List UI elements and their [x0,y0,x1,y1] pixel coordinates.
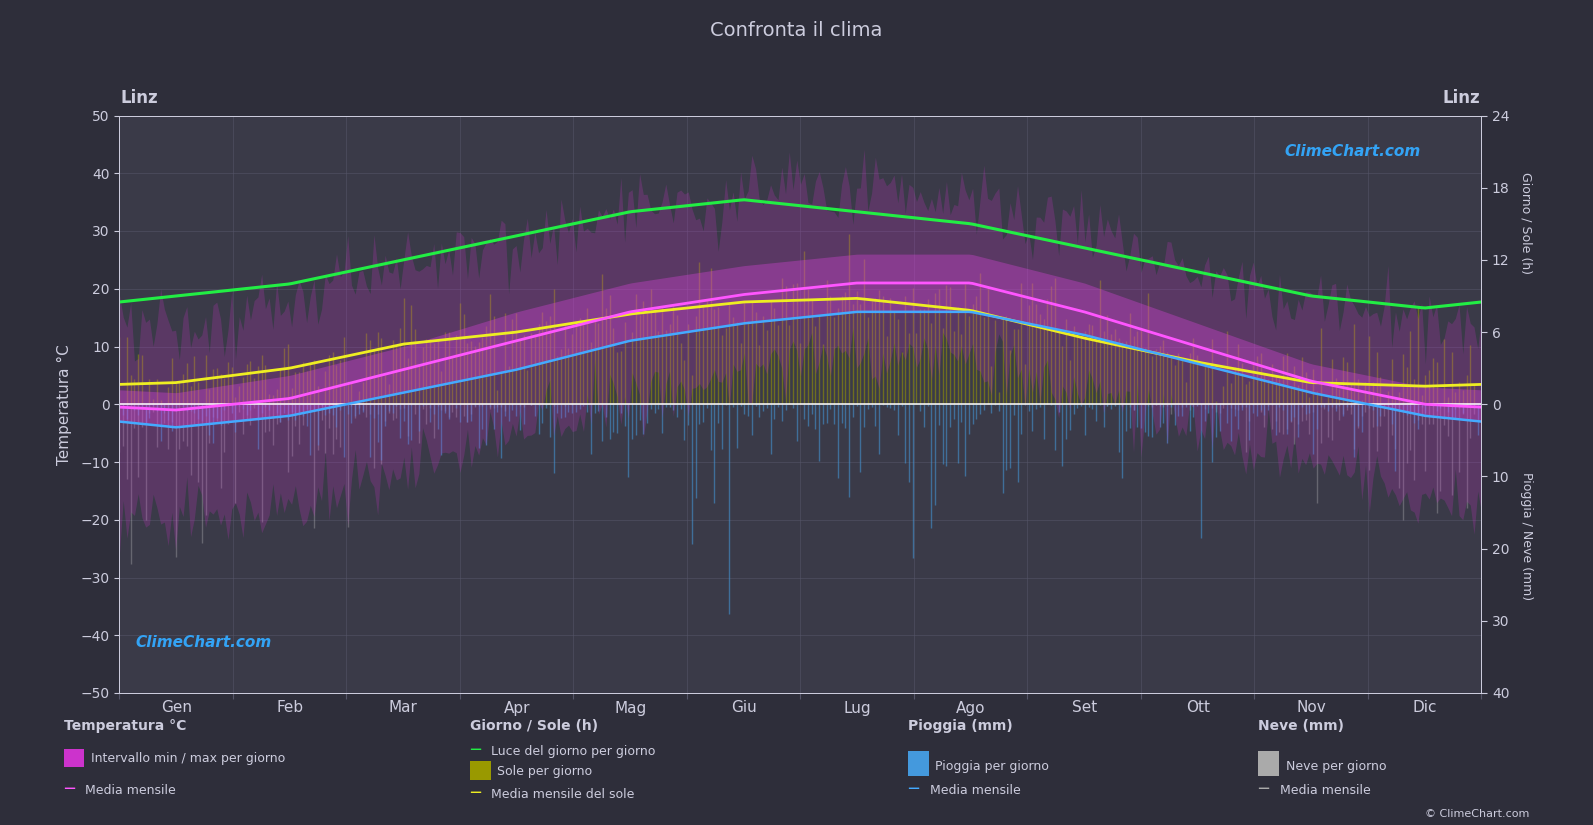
Text: ClimeChart.com: ClimeChart.com [135,634,272,650]
Text: Neve (mm): Neve (mm) [1258,719,1344,733]
Text: Pioggia per giorno: Pioggia per giorno [935,760,1048,773]
Text: ─: ─ [908,780,918,799]
Text: © ClimeChart.com: © ClimeChart.com [1424,808,1529,818]
Text: Media mensile: Media mensile [1276,785,1370,798]
Text: Giorno / Sole (h): Giorno / Sole (h) [470,719,597,733]
Text: Pioggia / Neve (mm): Pioggia / Neve (mm) [1520,472,1532,601]
Text: Pioggia (mm): Pioggia (mm) [908,719,1013,733]
Text: Neve per giorno: Neve per giorno [1286,760,1386,773]
Text: ─: ─ [64,780,73,799]
Text: Media mensile del sole: Media mensile del sole [487,788,636,801]
Text: Temperatura °C: Temperatura °C [64,719,186,733]
Text: ClimeChart.com: ClimeChart.com [1284,144,1421,159]
Text: ─: ─ [470,741,479,759]
Text: Sole per giorno: Sole per giorno [497,765,593,778]
Text: Linz: Linz [121,89,158,107]
Text: Media mensile: Media mensile [81,785,175,798]
Text: ─: ─ [470,784,479,802]
Y-axis label: Temperatura °C: Temperatura °C [57,344,72,464]
Text: Linz: Linz [1443,89,1480,107]
Text: Intervallo min / max per giorno: Intervallo min / max per giorno [91,752,285,765]
Text: ─: ─ [1258,780,1268,799]
Text: Confronta il clima: Confronta il clima [710,21,883,40]
Text: Giorno / Sole (h): Giorno / Sole (h) [1520,172,1532,274]
Text: Media mensile: Media mensile [926,785,1020,798]
Text: Luce del giorno per giorno: Luce del giorno per giorno [487,745,656,758]
